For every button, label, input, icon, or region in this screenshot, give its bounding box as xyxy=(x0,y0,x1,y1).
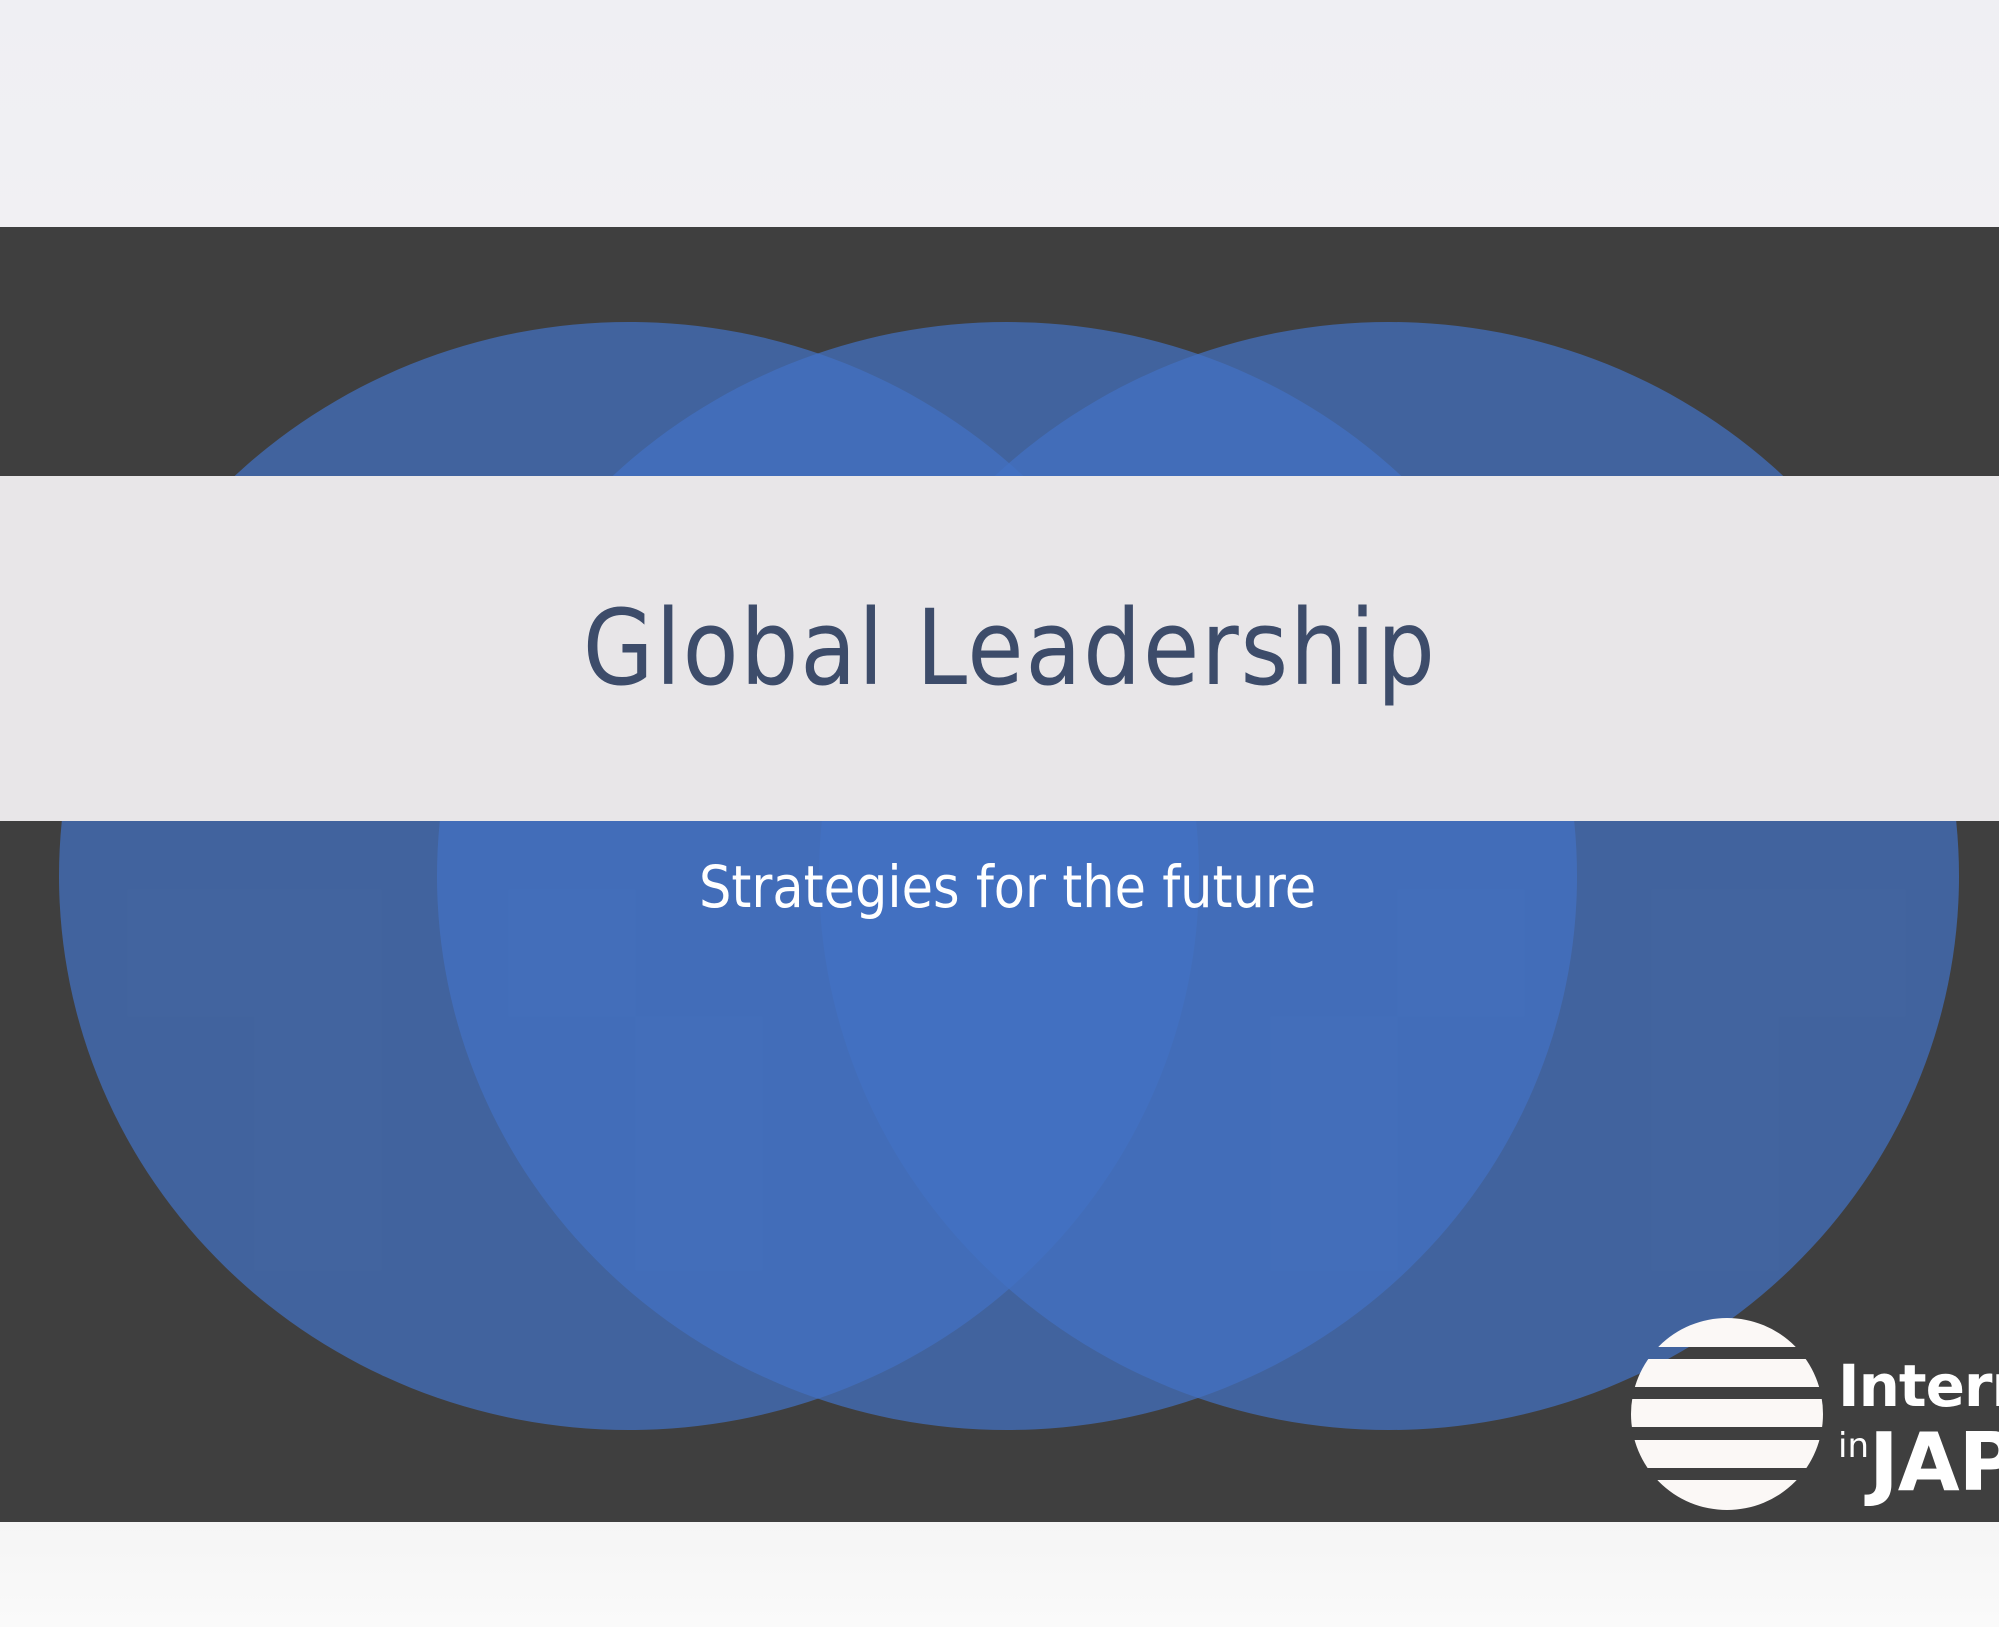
logo-text-in: in xyxy=(1838,1426,1869,1466)
slide-title: Global Leadership xyxy=(582,587,1437,709)
bottom-margin-band xyxy=(0,1522,1999,1627)
top-margin-band xyxy=(0,0,1999,227)
logo-wordmark: Intern inJAP xyxy=(1838,1357,1999,1503)
logo-text-line2: inJAP xyxy=(1838,1423,1999,1503)
title-band xyxy=(0,476,1999,821)
logo-text-japan: JAP xyxy=(1869,1416,1999,1509)
logo-text-line1: Intern xyxy=(1838,1352,1999,1420)
slide-subtitle: Strategies for the future xyxy=(698,853,1317,921)
company-logo: Intern inJAP xyxy=(1630,1317,1999,1517)
striped-sun-icon xyxy=(1631,1318,1823,1510)
